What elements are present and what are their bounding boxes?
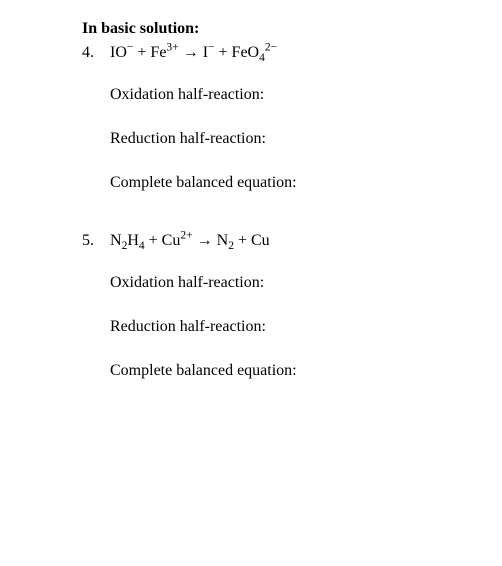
problem-4: 4. IO− + Fe3+ → I− + FeO42− Oxidation ha… — [82, 44, 472, 192]
problem-5-reduction-label: Reduction half-reaction: — [110, 318, 472, 336]
section-heading: In basic solution: — [82, 20, 472, 38]
problem-4-number: 4. — [82, 44, 110, 62]
problem-4-equation-row: 4. IO− + Fe3+ → I− + FeO42− — [82, 44, 472, 62]
problem-4-oxidation-label: Oxidation half-reaction: — [110, 86, 472, 104]
problem-4-reduction-label: Reduction half-reaction: — [110, 130, 472, 148]
problem-4-equation: IO− + Fe3+ → I− + FeO42− — [110, 44, 472, 62]
problem-5-oxidation-label: Oxidation half-reaction: — [110, 274, 472, 292]
problem-5-number: 5. — [82, 232, 110, 250]
problem-4-complete-label: Complete balanced equation: — [110, 174, 472, 192]
problem-5-equation-row: 5. N2H4 + Cu2+ → N2 + Cu — [82, 232, 472, 250]
problem-5-complete-label: Complete balanced equation: — [110, 362, 472, 380]
problem-5: 5. N2H4 + Cu2+ → N2 + Cu Oxidation half-… — [82, 232, 472, 380]
problem-5-equation: N2H4 + Cu2+ → N2 + Cu — [110, 232, 472, 250]
